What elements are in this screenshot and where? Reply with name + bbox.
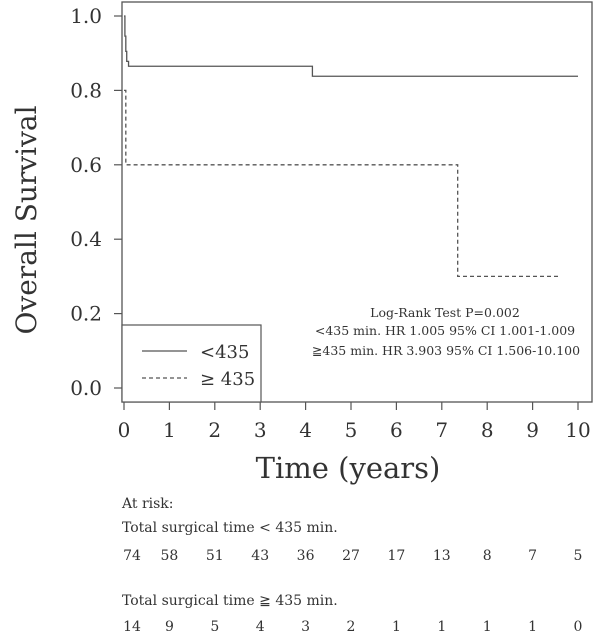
at-risk-count: 9 bbox=[165, 619, 174, 635]
at-risk-count: 1 bbox=[528, 619, 537, 635]
x-tick-label: 3 bbox=[254, 418, 267, 442]
annotation-hr-high: ≧435 min. HR 3.903 95% CI 1.506-10.100 bbox=[312, 343, 580, 358]
legend-label-solid: <435 bbox=[200, 342, 249, 363]
annotation-hr-low: <435 min. HR 1.005 95% CI 1.001-1.009 bbox=[315, 323, 575, 338]
legend: <435 ≥ 435 bbox=[121, 324, 262, 403]
legend-box bbox=[121, 324, 262, 403]
y-tick-label: 0.4 bbox=[70, 227, 102, 251]
x-tick-label: 4 bbox=[299, 418, 312, 442]
legend-label-dashed: ≥ 435 bbox=[200, 369, 255, 390]
at-risk-group-2-label: Total surgical time ≧ 435 min. bbox=[122, 593, 338, 609]
y-axis: 0.0 0.2 0.4 0.6 0.8 1.0 bbox=[70, 4, 122, 400]
series-line-lt435 bbox=[124, 15, 578, 77]
annotations: Log-Rank Test P=0.002 <435 min. HR 1.005… bbox=[312, 305, 580, 358]
at-risk-count: 17 bbox=[387, 548, 405, 564]
at-risk-heading: At risk: bbox=[121, 496, 174, 512]
y-tick-label: 0.0 bbox=[70, 376, 102, 400]
at-risk-group-1-label: Total surgical time < 435 min. bbox=[122, 520, 338, 536]
at-risk-count: 27 bbox=[342, 548, 360, 564]
at-risk-count: 5 bbox=[574, 548, 583, 564]
plot-frame bbox=[121, 1, 593, 403]
at-risk-count: 8 bbox=[483, 548, 492, 564]
y-tick-label: 0.6 bbox=[70, 153, 102, 177]
at-risk-count: 1 bbox=[483, 619, 492, 635]
x-axis: 0 1 2 3 4 5 6 7 8 9 10 bbox=[118, 402, 591, 442]
x-tick-label: 6 bbox=[390, 418, 403, 442]
x-tick-label: 5 bbox=[345, 418, 358, 442]
x-tick-label: 9 bbox=[526, 418, 539, 442]
x-tick-label: 1 bbox=[163, 418, 176, 442]
at-risk-count: 5 bbox=[210, 619, 219, 635]
at-risk-row-2: 14 9 5 4 3 2 1 1 1 1 0 bbox=[123, 619, 582, 635]
at-risk-table: At risk: Total surgical time < 435 min. … bbox=[121, 496, 582, 635]
series-layer bbox=[124, 15, 578, 278]
at-risk-count: 7 bbox=[528, 548, 537, 564]
at-risk-count: 3 bbox=[301, 619, 310, 635]
series-line-ge435 bbox=[124, 89, 560, 278]
at-risk-count: 2 bbox=[347, 619, 356, 635]
y-axis-label: Overall Survival bbox=[10, 105, 43, 334]
at-risk-count: 13 bbox=[433, 548, 451, 564]
at-risk-row-1: 74 58 51 43 36 27 17 13 8 7 5 bbox=[123, 548, 582, 564]
at-risk-count: 0 bbox=[574, 619, 583, 635]
x-tick-label: 0 bbox=[118, 418, 131, 442]
at-risk-count: 1 bbox=[392, 619, 401, 635]
x-tick-label: 7 bbox=[435, 418, 448, 442]
at-risk-count: 43 bbox=[251, 548, 269, 564]
y-tick-label: 0.2 bbox=[70, 302, 102, 326]
at-risk-count: 4 bbox=[256, 619, 265, 635]
x-tick-label: 10 bbox=[565, 418, 590, 442]
x-tick-label: 8 bbox=[481, 418, 494, 442]
annotation-logrank: Log-Rank Test P=0.002 bbox=[370, 305, 520, 320]
at-risk-count: 51 bbox=[206, 548, 224, 564]
at-risk-count: 1 bbox=[437, 619, 446, 635]
at-risk-count: 36 bbox=[297, 548, 315, 564]
x-axis-label: Time (years) bbox=[256, 451, 441, 485]
y-tick-label: 0.8 bbox=[70, 78, 102, 102]
at-risk-count: 74 bbox=[123, 548, 141, 564]
at-risk-count: 14 bbox=[123, 619, 141, 635]
at-risk-count: 58 bbox=[160, 548, 178, 564]
y-tick-label: 1.0 bbox=[70, 4, 102, 28]
x-tick-label: 2 bbox=[208, 418, 221, 442]
